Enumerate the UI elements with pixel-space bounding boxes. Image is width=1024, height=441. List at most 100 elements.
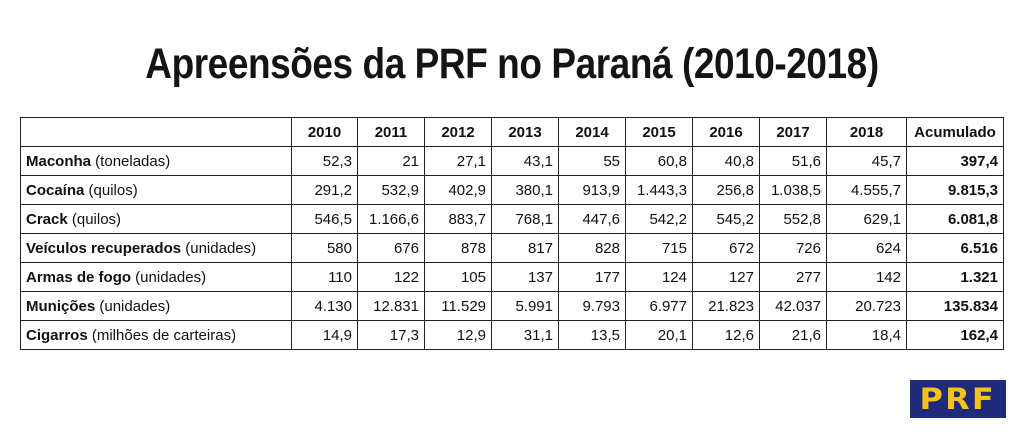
value-cell: 52,3 (291, 146, 358, 176)
value-cell: 110 (291, 262, 358, 292)
value-cell: 105 (424, 262, 492, 292)
table-row: Cigarros (milhões de carteiras) 14,9 17,3 1… (20, 320, 1004, 350)
value-cell: 4.555,7 (826, 175, 907, 205)
header-cell: 2015 (625, 117, 693, 147)
category-unit: (toneladas) (91, 152, 171, 170)
value-cell: 21,6 (759, 320, 827, 350)
value-cell: 14,9 (291, 320, 358, 350)
header-cell: Acumulado (906, 117, 1004, 147)
value-cell: 17,3 (357, 320, 425, 350)
table-row: Armas de fogo (unidades) 110 122 105 137 177 1… (20, 262, 1004, 292)
value-cell: 6.977 (625, 291, 693, 321)
header-cell: 2012 (424, 117, 492, 147)
value-cell: 51,6 (759, 146, 827, 176)
value-cell: 20.723 (826, 291, 907, 321)
value-cell: 27,1 (424, 146, 492, 176)
value-cell: 122 (357, 262, 425, 292)
category-name: Munições (26, 297, 96, 315)
value-cell: 828 (558, 233, 626, 263)
value-cell: 883,7 (424, 204, 492, 234)
value-cell: 1.038,5 (759, 175, 827, 205)
header-cell: 2013 (491, 117, 559, 147)
row-label: Cocaína (quilos) (20, 175, 292, 205)
value-cell: 31,1 (491, 320, 559, 350)
total-cell: 162,4 (906, 320, 1004, 350)
row-label: Maconha (toneladas) (20, 146, 292, 176)
header-cell: 2017 (759, 117, 827, 147)
prf-logo-text: PRF (919, 382, 997, 416)
value-cell: 43,1 (491, 146, 559, 176)
header-cell: 2010 (291, 117, 358, 147)
value-cell: 629,1 (826, 204, 907, 234)
category-name: Cigarros (26, 326, 88, 344)
value-cell: 580 (291, 233, 358, 263)
value-cell: 42.037 (759, 291, 827, 321)
value-cell: 5.991 (491, 291, 559, 321)
total-cell: 6.081,8 (906, 204, 1004, 234)
value-cell: 40,8 (692, 146, 760, 176)
value-cell: 402,9 (424, 175, 492, 205)
header-cell: 2016 (692, 117, 760, 147)
header-cell: 2014 (558, 117, 626, 147)
value-cell: 142 (826, 262, 907, 292)
value-cell: 817 (491, 233, 559, 263)
value-cell: 55 (558, 146, 626, 176)
value-cell: 546,5 (291, 204, 358, 234)
value-cell: 624 (826, 233, 907, 263)
value-cell: 532,9 (357, 175, 425, 205)
prf-logo: PRF (910, 380, 1006, 418)
value-cell: 676 (357, 233, 425, 263)
row-label: Veículos recuperados (unidades) (20, 233, 292, 263)
value-cell: 18,4 (826, 320, 907, 350)
category-unit: (unidades) (181, 239, 257, 257)
value-cell: 45,7 (826, 146, 907, 176)
value-cell: 9.793 (558, 291, 626, 321)
value-cell: 715 (625, 233, 693, 263)
category-unit: (unidades) (95, 297, 171, 315)
category-unit: (milhões de carteiras) (87, 326, 237, 344)
value-cell: 913,9 (558, 175, 626, 205)
total-cell: 6.516 (906, 233, 1004, 263)
value-cell: 447,6 (558, 204, 626, 234)
value-cell: 177 (558, 262, 626, 292)
table-row: Maconha (toneladas) 52,3 21 27,1 43,1 55 60,8 4… (20, 146, 1004, 176)
total-cell: 9.815,3 (906, 175, 1004, 205)
value-cell: 768,1 (491, 204, 559, 234)
category-name: Armas de fogo (26, 268, 132, 286)
value-cell: 256,8 (692, 175, 760, 205)
page-title: Apreensões da PRF no Paraná (2010-2018) (145, 40, 879, 88)
header-row: 2010 2011 2012 2013 2014 2015 2016 2017 2018 Acum… (20, 117, 1004, 147)
value-cell: 12,6 (692, 320, 760, 350)
category-name: Veículos recuperados (26, 239, 182, 257)
table-row: Veículos recuperados (unidades) 580 676 878… (20, 233, 1004, 263)
value-cell: 672 (692, 233, 760, 263)
category-unit: (quilos) (67, 210, 122, 228)
row-label: Armas de fogo (unidades) (20, 262, 292, 292)
value-cell: 380,1 (491, 175, 559, 205)
value-cell: 137 (491, 262, 559, 292)
total-cell: 135.834 (906, 291, 1004, 321)
value-cell: 11.529 (424, 291, 492, 321)
row-label: Crack (quilos) (20, 204, 292, 234)
header-cell: 2018 (826, 117, 907, 147)
row-label: Munições (unidades) (20, 291, 292, 321)
value-cell: 542,2 (625, 204, 693, 234)
category-unit: (quilos) (84, 181, 138, 199)
value-cell: 124 (625, 262, 693, 292)
category-name: Crack (26, 210, 68, 228)
value-cell: 277 (759, 262, 827, 292)
row-label: Cigarros (milhões de carteiras) (20, 320, 292, 350)
value-cell: 13,5 (558, 320, 626, 350)
value-cell: 1.443,3 (625, 175, 693, 205)
value-cell: 726 (759, 233, 827, 263)
table-row: Crack (quilos) 546,5 1.166,6 883,7 768,1 447,… (20, 204, 1004, 234)
category-name: Maconha (26, 152, 92, 170)
table-row: Cocaína (quilos) 291,2 532,9 402,9 380,1 913,… (20, 175, 1004, 205)
total-cell: 1.321 (906, 262, 1004, 292)
seizures-table: 2010 2011 2012 2013 2014 2015 2016 2017 2018 Acum… (20, 117, 1004, 350)
header-cell: 2011 (357, 117, 425, 147)
category-name: Cocaína (26, 181, 85, 199)
value-cell: 12.831 (357, 291, 425, 321)
value-cell: 21 (357, 146, 425, 176)
table-body: Maconha (toneladas) 52,3 21 27,1 43,1 55 60,8 4… (20, 146, 1004, 350)
